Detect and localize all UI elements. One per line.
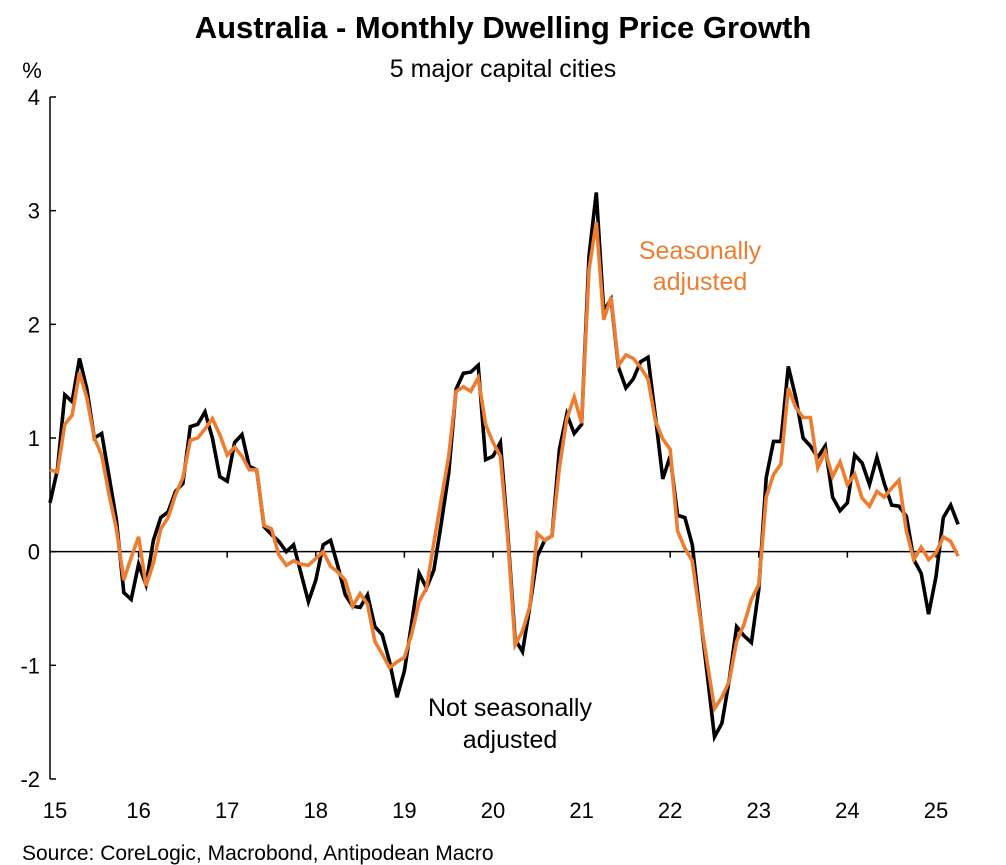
x-tick-label: 20: [481, 798, 505, 823]
x-tick-label: 19: [392, 798, 416, 823]
x-tick-label: 18: [304, 798, 328, 823]
y-axis-unit-label: %: [22, 58, 42, 83]
x-tick-label: 24: [835, 798, 859, 823]
x-tick-label: 21: [569, 798, 593, 823]
x-tick-label: 25: [924, 798, 948, 823]
x-tick-label: 15: [43, 798, 67, 823]
sa-annotation-line1: Seasonally: [639, 237, 762, 265]
y-tick-label: 3: [28, 199, 40, 224]
source-note: Source: CoreLogic, Macrobond, Antipodean…: [22, 842, 494, 865]
y-tick-label: -2: [20, 767, 40, 792]
nsa-annotation-line1: Not seasonally: [428, 694, 592, 722]
series-lines: [48, 192, 960, 743]
y-tick-label: 0: [28, 540, 40, 565]
x-tick-label: 17: [215, 798, 239, 823]
x-tick-label: 16: [126, 798, 150, 823]
sa-annotation-line2: adjusted: [653, 268, 748, 296]
chart-subtitle: 5 major capital cities: [390, 55, 616, 83]
y-tick-label: 1: [28, 426, 40, 451]
y-tick-label: 2: [28, 312, 40, 337]
x-tick-label: 22: [658, 798, 682, 823]
y-tick-label: -1: [20, 653, 40, 678]
y-tick-label: 4: [28, 85, 40, 110]
nsa-annotation-line2: adjusted: [463, 726, 558, 754]
series-line-seasonally-adjusted: [49, 221, 960, 714]
x-tick-label: 23: [747, 798, 771, 823]
chart-title: Australia - Monthly Dwelling Price Growt…: [195, 10, 812, 45]
